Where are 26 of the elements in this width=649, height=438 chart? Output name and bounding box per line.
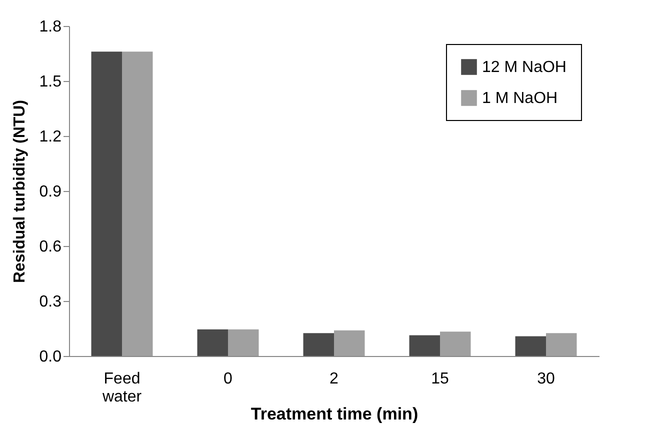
bar (122, 52, 153, 356)
bar (546, 333, 577, 356)
bar (228, 329, 259, 356)
x-axis-title: Treatment time (min) (250, 404, 418, 424)
y-axis-title: Residual turbidity (NTU) (11, 100, 28, 284)
x-tick-label: 2 (330, 370, 339, 388)
y-tick-label: 1.8 (39, 18, 62, 36)
bar (334, 330, 365, 356)
bar (91, 52, 122, 356)
y-tick-label: 0.6 (39, 238, 62, 256)
y-tick-label: 0.0 (39, 348, 62, 366)
legend-label: 12 M NaOH (482, 59, 566, 76)
bar (515, 336, 546, 356)
y-tick-label: 0.3 (39, 294, 62, 310)
y-tick-label: 1.2 (39, 128, 62, 146)
x-tick-label: 30 (537, 370, 555, 388)
y-tick-label: 1.5 (39, 74, 62, 90)
y-tick-label: 0.9 (39, 184, 62, 200)
bar (440, 332, 471, 356)
bar (409, 335, 440, 356)
x-tick-label: 15 (431, 370, 449, 388)
bar (197, 329, 228, 356)
x-tick-label: 0 (224, 370, 233, 388)
legend-label: 1 M NaOH (482, 90, 558, 107)
x-tick-label: Feed water (101, 370, 142, 406)
bar (303, 333, 334, 356)
